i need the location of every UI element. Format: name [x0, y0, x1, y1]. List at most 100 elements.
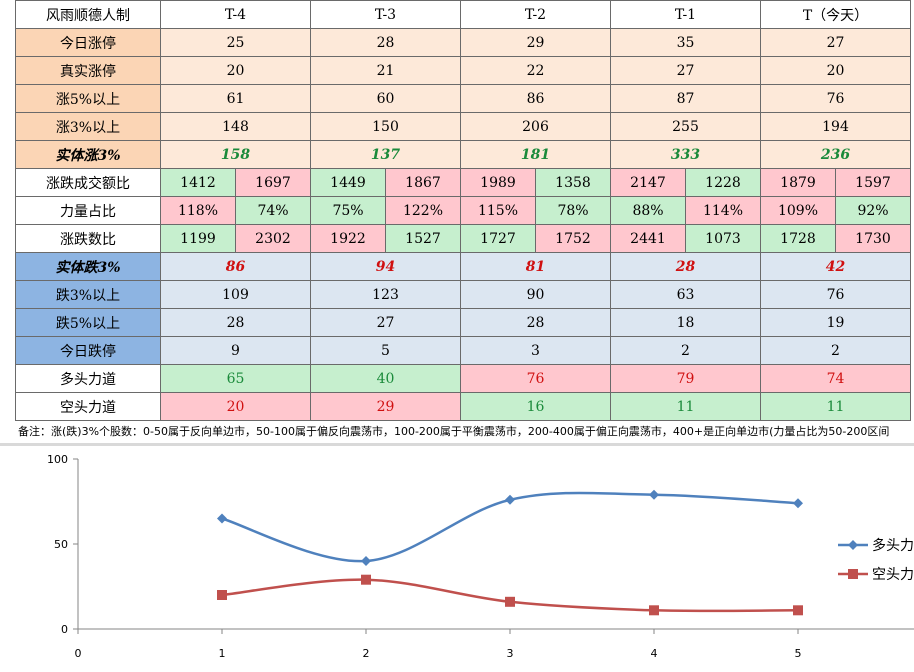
column-header: T-1	[610, 0, 761, 29]
table-cell: 28	[460, 308, 611, 337]
table-row: 力量占比 118% 74% 75% 122% 115% 78% 88% 114% 109% 92%	[15, 196, 911, 225]
table-cell: 21	[310, 56, 461, 85]
table-cell: 11	[760, 392, 911, 421]
table-cell: 27	[760, 28, 911, 57]
table-cell: 1989	[460, 168, 536, 197]
table-row: 跌3%以上 109 123 90 63 76	[15, 280, 911, 309]
table-cell: 109%	[760, 196, 836, 225]
data-point	[505, 596, 515, 607]
table-cell: 11	[610, 392, 761, 421]
table-cell: 29	[460, 28, 611, 57]
table-cell: 1412	[160, 168, 236, 197]
table-row: 涨5%以上 61 60 86 87 76	[15, 84, 911, 113]
table-cell: 2	[610, 336, 761, 365]
table-cell: 28	[610, 252, 761, 281]
table-cell: 76	[760, 280, 911, 309]
table-cell: 61	[160, 84, 311, 113]
table-cell: 150	[310, 112, 461, 141]
table-cell: 27	[310, 308, 461, 337]
legend-label: 多头力	[872, 537, 914, 554]
table-cell: 65	[160, 364, 311, 393]
table-cell: 1449	[310, 168, 386, 197]
table-cell: 1922	[310, 224, 386, 253]
table-row: 跌5%以上 28 27 28 18 19	[15, 308, 911, 337]
column-header: T（今天）	[760, 0, 911, 29]
column-header: T-2	[460, 0, 611, 29]
table-row: 涨3%以上 148 150 206 255 194	[15, 112, 911, 141]
table-cell: 181	[460, 140, 611, 169]
table-cell: 28	[160, 308, 311, 337]
row-label: 跌3%以上	[15, 280, 161, 309]
table-cell: 88%	[610, 196, 686, 225]
table-cell: 19	[760, 308, 911, 337]
table-cell: 1199	[160, 224, 236, 253]
column-header: T-3	[310, 0, 461, 29]
data-table: 风雨顺德人制 T-4 T-3 T-2 T-1 T（今天） 今日涨停 25 28 29 35 27 真实涨…	[15, 0, 911, 421]
table-cell: 1730	[835, 224, 911, 253]
table-cell: 20	[760, 56, 911, 85]
table-cell: 2441	[610, 224, 686, 253]
table-cell: 1879	[760, 168, 836, 197]
table-row: 实体跌3% 86 94 81 28 42	[15, 252, 911, 281]
row-label: 空头力道	[15, 392, 161, 421]
data-point	[217, 513, 227, 524]
table-cell: 1867	[385, 168, 461, 197]
table-cell: 115%	[460, 196, 536, 225]
row-label: 力量占比	[15, 196, 161, 225]
table-row: 涨跌数比 1199 2302 1922 1527 1727 1752 2441 1073 1728…	[15, 224, 911, 253]
table-row: 空头力道 20 29 16 11 11	[15, 392, 911, 421]
legend-marker	[848, 569, 858, 579]
table-cell: 63	[610, 280, 761, 309]
table-cell: 86	[160, 252, 311, 281]
table-cell: 118%	[160, 196, 236, 225]
table-cell: 1358	[535, 168, 611, 197]
x-tick-label: 4	[651, 647, 658, 660]
table-cell: 5	[310, 336, 461, 365]
table-cell: 29	[310, 392, 461, 421]
table-cell: 20	[160, 56, 311, 85]
table-cell: 137	[310, 140, 461, 169]
table-cell: 1697	[235, 168, 311, 197]
table-row: 涨跌成交额比 1412 1697 1449 1867 1989 1358 2147 1228 18…	[15, 168, 911, 197]
separator	[0, 443, 914, 446]
table-cell: 20	[160, 392, 311, 421]
table-cell: 206	[460, 112, 611, 141]
row-label: 实体跌3%	[15, 252, 161, 281]
table-row: 今日涨停 25 28 29 35 27	[15, 28, 911, 57]
table-cell: 74	[760, 364, 911, 393]
column-header: T-4	[160, 0, 311, 29]
table-cell: 90	[460, 280, 611, 309]
table-cell: 2147	[610, 168, 686, 197]
x-tick-label: 5	[795, 647, 802, 660]
table-cell: 9	[160, 336, 311, 365]
data-point	[361, 556, 371, 566]
table-cell: 78%	[535, 196, 611, 225]
table-cell: 1597	[835, 168, 911, 197]
row-label: 今日涨停	[15, 28, 161, 57]
row-label: 多头力道	[15, 364, 161, 393]
table-cell: 2302	[235, 224, 311, 253]
x-tick-label: 2	[363, 647, 370, 660]
y-tick-label: 0	[61, 623, 68, 636]
table-cell: 109	[160, 280, 311, 309]
table-cell: 87	[610, 84, 761, 113]
table-cell: 86	[460, 84, 611, 113]
row-label: 真实涨停	[15, 56, 161, 85]
table-cell: 158	[160, 140, 311, 169]
table-cell: 40	[310, 364, 461, 393]
row-label: 今日跌停	[15, 336, 161, 365]
data-point	[649, 605, 659, 616]
x-tick-label: 3	[507, 647, 514, 660]
table-cell: 94	[310, 252, 461, 281]
table-row: 多头力道 65 40 76 79 74	[15, 364, 911, 393]
table-cell: 27	[610, 56, 761, 85]
row-label: 涨5%以上	[15, 84, 161, 113]
table-row: 真实涨停 20 21 22 27 20	[15, 56, 911, 85]
table-cell: 1073	[685, 224, 761, 253]
table-cell: 2	[760, 336, 911, 365]
row-label: 跌5%以上	[15, 308, 161, 337]
table-cell: 74%	[235, 196, 311, 225]
table-cell: 16	[460, 392, 611, 421]
table-cell: 194	[760, 112, 911, 141]
